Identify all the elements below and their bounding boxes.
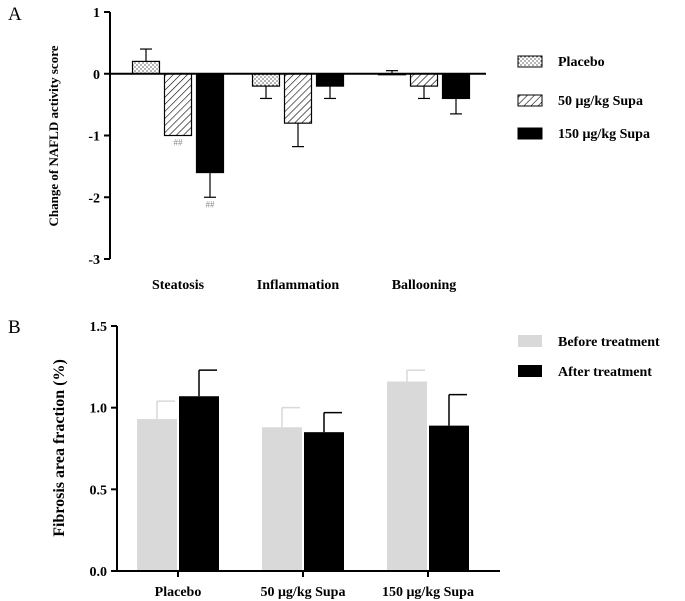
panel-a-legend: Placebo 50 μg/kg Supa 150 μg/kg Supa	[517, 55, 650, 142]
panel-a-significance-mark: ##	[174, 138, 184, 148]
panel-b-bar	[179, 396, 219, 571]
panel-b-bar	[137, 419, 177, 571]
panel-a-y-tick-label: -2	[88, 191, 100, 206]
panel-b-y-axis-label: Fibrosis area fraction (%)	[51, 359, 68, 537]
panel-a-legend-swatch	[517, 94, 543, 107]
panel-a-legend-swatch	[517, 55, 543, 68]
panel-b-bar	[304, 432, 344, 571]
panel-a-category-label: Steatosis	[152, 278, 205, 293]
panel-a-bar	[409, 73, 439, 87]
panel-a-legend-label: 50 μg/kg Supa	[558, 94, 643, 109]
panel-a-legend-label: Placebo	[558, 55, 605, 70]
panel-a-bar	[251, 73, 281, 87]
panel-a-category-label: Inflammation	[257, 278, 340, 293]
panel-b-plot: 0.0 0.5 1.0 1.5 Placebo 50 μg/kg Supa 150 μg/k…	[90, 320, 500, 600]
panel-a-significance-mark: ##	[206, 199, 216, 209]
panel-a-y-axis-label: Change of NAFLD activity score	[46, 45, 61, 226]
panel-b: B Fibrosis area fraction (%) 0.0 0.5 1.0 1.…	[8, 317, 660, 600]
panel-a-y-tick-label: 1	[93, 6, 100, 21]
panel-b-bar	[262, 427, 302, 571]
panel-a-bar	[131, 60, 161, 75]
panel-a-legend-swatch	[517, 127, 543, 140]
panel-a-bar	[195, 73, 225, 174]
panel-a-bar	[315, 73, 345, 87]
panel-b-category-label: Placebo	[155, 585, 202, 600]
panel-b-legend-swatch	[518, 335, 542, 347]
panel-b-bar	[429, 425, 469, 571]
panel-a-legend-label: 150 μg/kg Supa	[558, 127, 650, 142]
panel-a-letter: A	[8, 4, 22, 25]
panel-b-y-tick-label: 1.5	[90, 320, 108, 335]
panel-b-legend-label: Before treatment	[558, 335, 660, 350]
panel-b-category-label: 150 μg/kg Supa	[382, 585, 474, 600]
panel-a-y-tick-label: -3	[88, 253, 100, 268]
panel-a-y-tick-label: 0	[93, 68, 100, 83]
panel-b-category-label: 50 μg/kg Supa	[261, 585, 346, 600]
panel-b-letter: B	[8, 317, 21, 338]
panel-a: A Change of NAFLD activity score 1 0 -1 -2 -…	[8, 4, 650, 293]
panel-b-legend-label: After treatment	[558, 365, 652, 380]
panel-b-bar	[387, 381, 427, 571]
panel-a-bar	[441, 73, 471, 100]
panel-a-bar	[283, 73, 313, 124]
panel-b-y-tick-label: 0.0	[90, 565, 108, 580]
panel-b-y-tick-label: 1.0	[90, 402, 108, 417]
panel-a-y-tick-label: -1	[88, 130, 100, 145]
panel-a-plot: 1 0 -1 -2 -3 ## ## Steatosis Inflammation Balloon…	[88, 6, 486, 293]
panel-b-legend: Before treatment After treatment	[518, 335, 660, 380]
panel-a-bar	[163, 73, 193, 137]
panel-a-category-label: Ballooning	[392, 278, 457, 293]
panel-b-y-tick-label: 0.5	[90, 483, 108, 498]
panel-b-legend-swatch	[518, 365, 542, 377]
